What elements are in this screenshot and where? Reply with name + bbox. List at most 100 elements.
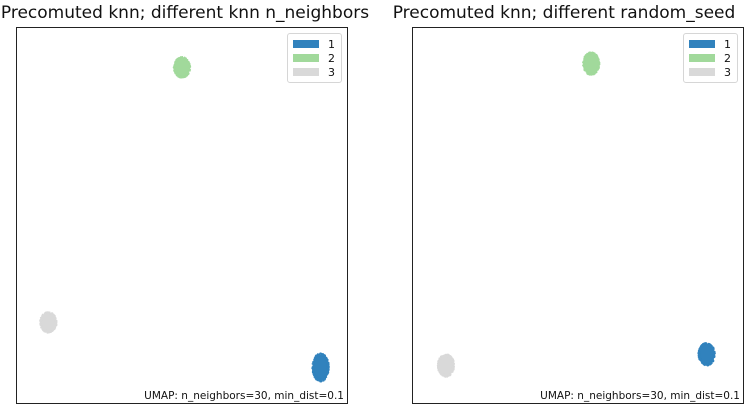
scatter-point [453, 362, 455, 365]
chart-title: Precomuted knn; different random_seed [392, 3, 736, 23]
scatter-point [451, 361, 454, 363]
scatter-point [596, 68, 599, 71]
scatter-point [449, 373, 452, 375]
cluster-1 [311, 352, 330, 383]
scatter-point [700, 345, 703, 348]
scatter-point [51, 312, 53, 315]
scatter-point [709, 345, 712, 347]
scatter-point [48, 331, 51, 333]
scatter-point [186, 61, 189, 64]
scatter-point [39, 319, 42, 321]
scatter-point [325, 375, 327, 378]
legend-swatch [689, 68, 715, 76]
legend-item: 2 [293, 51, 335, 65]
scatter-point [596, 67, 599, 69]
scatter-point [315, 375, 317, 378]
cluster-core [583, 53, 599, 75]
cluster-3 [436, 353, 455, 378]
scatter-point [39, 324, 42, 326]
scatter-point [175, 74, 178, 76]
cluster-core [699, 343, 715, 365]
scatter-point [712, 348, 715, 351]
scatter-point [583, 66, 585, 68]
scatter-point [450, 358, 453, 361]
scatter-point [173, 65, 176, 68]
legend-item: 2 [689, 51, 731, 65]
scatter-point [327, 362, 330, 364]
scatter-point [315, 354, 318, 357]
scatter-point [449, 371, 452, 374]
scatter-point [710, 362, 713, 365]
scatter-point [323, 354, 326, 357]
scatter-point [436, 362, 439, 365]
scatter-point [440, 357, 443, 360]
legend: 1 2 3 [683, 33, 738, 83]
legend-label: 2 [724, 51, 731, 65]
scatter-point [584, 57, 587, 60]
scatter-point [174, 62, 177, 65]
legend-swatch [293, 54, 319, 62]
scatter-point [701, 362, 703, 365]
chart-title: Precomuted knn; different knn n_neighbor… [0, 3, 370, 23]
scatter-point [711, 346, 713, 348]
legend: 1 2 3 [287, 33, 342, 83]
scatter-plot [39, 55, 330, 383]
scatter-point [39, 320, 42, 323]
scatter-point [53, 315, 55, 318]
scatter-point [47, 330, 49, 332]
scatter-point [182, 75, 185, 78]
umap-params-annotation: UMAP: n_neighbors=30, min_dist=0.1 [540, 390, 740, 402]
legend-label: 1 [724, 37, 731, 51]
scatter-point [312, 367, 315, 370]
scatter-point [319, 352, 322, 355]
cluster-core [174, 57, 190, 77]
legend-label: 3 [328, 65, 335, 79]
scatter-point [699, 347, 701, 350]
scatter-point [312, 369, 315, 372]
scatter-point [443, 373, 445, 376]
cluster-core [40, 312, 57, 332]
scatter-point [702, 361, 705, 364]
scatter-point [438, 359, 441, 362]
scatter-point [54, 318, 57, 321]
scatter-point [317, 378, 320, 380]
scatter-point [319, 380, 322, 383]
scatter-point [173, 69, 176, 72]
scatter-point [41, 326, 43, 329]
scatter-point [42, 314, 44, 316]
scatter-point [184, 75, 187, 78]
legend-item: 1 [293, 37, 335, 51]
plot-area: 1 2 3 UMAP: n_neighbors=30, min_dist=0.1 [412, 27, 744, 404]
scatter-point [697, 356, 700, 359]
scatter-point [450, 356, 453, 358]
scatter-point [326, 364, 329, 367]
scatter-point [594, 70, 597, 73]
scatter-point [174, 64, 176, 66]
scatter-point [712, 356, 714, 359]
legend-label: 2 [328, 51, 335, 65]
scatter-point [55, 321, 58, 324]
umap-params-annotation: UMAP: n_neighbors=30, min_dist=0.1 [144, 390, 344, 402]
scatter-point [436, 366, 439, 369]
scatter-point [50, 330, 53, 333]
scatter-point [446, 353, 449, 356]
scatter-point [586, 72, 589, 75]
scatter-point [313, 360, 315, 363]
legend-label: 1 [328, 37, 335, 51]
scatter-point [54, 320, 57, 322]
legend-item: 3 [293, 65, 335, 79]
scatter-point [704, 363, 706, 366]
scatter-point [47, 311, 50, 314]
scatter-point [441, 374, 444, 376]
scatter-point [708, 342, 711, 345]
scatter-point [438, 368, 441, 370]
scatter-point [326, 358, 329, 361]
scatter-point [44, 330, 47, 333]
cluster-core [312, 354, 329, 381]
cluster-2 [172, 55, 192, 79]
scatter-point [312, 363, 315, 366]
scatter-point [713, 354, 716, 357]
scatter-point [595, 57, 598, 59]
scatter-point [39, 322, 42, 325]
scatter-point [323, 377, 326, 380]
